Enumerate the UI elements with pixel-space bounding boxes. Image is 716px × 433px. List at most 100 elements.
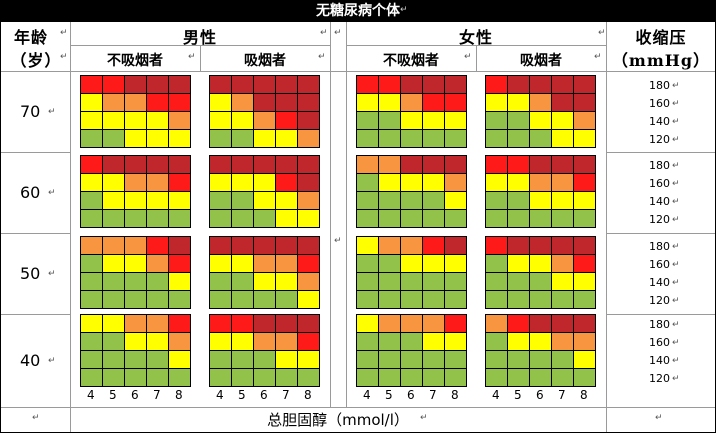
risk-cell [401, 130, 422, 147]
risk-cell [254, 237, 275, 254]
paragraph-mark: ↵ [655, 413, 663, 423]
risk-grid [80, 236, 191, 309]
risk-cell [357, 112, 378, 129]
risk-cell [169, 192, 190, 209]
risk-cell [298, 156, 319, 173]
risk-cell [379, 76, 400, 93]
risk-cell [379, 255, 400, 272]
cholesterol-tick: 8 [175, 388, 183, 402]
risk-cell [210, 130, 231, 147]
risk-cell [210, 273, 231, 290]
risk-cell [423, 76, 444, 93]
risk-cell [276, 94, 297, 111]
risk-cell [445, 273, 466, 290]
cholesterol-tick: 4 [216, 388, 224, 402]
cholesterol-tick: 5 [385, 388, 393, 402]
risk-cell [357, 369, 378, 386]
risk-cell [401, 237, 422, 254]
risk-cell [210, 333, 231, 350]
paragraph-mark: ↵ [48, 106, 56, 117]
risk-cell [147, 174, 168, 191]
risk-cell [530, 315, 551, 332]
risk-cell [147, 130, 168, 147]
divider [1, 233, 70, 234]
risk-cell [210, 291, 231, 308]
risk-cell [169, 273, 190, 290]
risk-cell [81, 351, 102, 368]
risk-cell [125, 192, 146, 209]
risk-cell [276, 333, 297, 350]
risk-cell [81, 130, 102, 147]
risk-cell [81, 291, 102, 308]
risk-cell [508, 369, 529, 386]
risk-cell [210, 174, 231, 191]
risk-cell [276, 174, 297, 191]
risk-cell [81, 174, 102, 191]
risk-cell [423, 291, 444, 308]
risk-cell [357, 94, 378, 111]
risk-cell [125, 210, 146, 227]
risk-cell [379, 369, 400, 386]
female-header: 女性 [458, 28, 493, 47]
risk-cell [169, 255, 190, 272]
risk-cell [169, 333, 190, 350]
divider [606, 152, 715, 153]
risk-cell [232, 369, 253, 386]
risk-cell [210, 369, 231, 386]
risk-cell [254, 76, 275, 93]
risk-cell [530, 333, 551, 350]
risk-cell [103, 333, 124, 350]
paragraph-mark: ↵ [672, 99, 680, 109]
age-header: 年龄 [14, 28, 49, 47]
risk-cell [379, 156, 400, 173]
divider [606, 314, 715, 315]
cholesterol-tick: 8 [451, 388, 459, 402]
risk-cell [298, 369, 319, 386]
risk-cell [423, 94, 444, 111]
risk-cell [298, 76, 319, 93]
risk-cell [379, 210, 400, 227]
risk-cell [103, 255, 124, 272]
risk-cell [103, 237, 124, 254]
cholesterol-tick: 7 [153, 388, 161, 402]
risk-grid [485, 314, 596, 387]
paragraph-mark: ↵ [672, 242, 680, 252]
bp-label: 160 [649, 97, 670, 110]
risk-cell [210, 255, 231, 272]
risk-cell [445, 174, 466, 191]
divider [476, 45, 477, 71]
risk-cell [357, 351, 378, 368]
cholesterol-tick: 5 [109, 388, 117, 402]
risk-cell [423, 255, 444, 272]
risk-cell [574, 333, 595, 350]
cholesterol-tick: 8 [580, 388, 588, 402]
risk-cell [486, 210, 507, 227]
risk-cell [276, 255, 297, 272]
risk-cell [232, 255, 253, 272]
paragraph-mark: ↵ [672, 260, 680, 270]
divider [200, 45, 201, 71]
risk-cell [486, 291, 507, 308]
risk-grid [356, 155, 467, 228]
risk-cell [254, 210, 275, 227]
risk-cell [125, 174, 146, 191]
risk-cell [298, 130, 319, 147]
risk-cell [445, 94, 466, 111]
risk-cell [254, 315, 275, 332]
risk-cell [401, 112, 422, 129]
risk-grid [485, 236, 596, 309]
risk-grid [485, 75, 596, 148]
risk-cell [81, 192, 102, 209]
divider [330, 22, 331, 407]
cholesterol-tick: 7 [558, 388, 566, 402]
bp-label: 120 [649, 133, 670, 146]
risk-cell [423, 210, 444, 227]
risk-cell [254, 174, 275, 191]
risk-cell [298, 333, 319, 350]
male-smoker-header: 吸烟者 [244, 53, 286, 69]
risk-cell [232, 351, 253, 368]
risk-cell [147, 237, 168, 254]
bp-label: 120 [649, 213, 670, 226]
risk-cell [357, 130, 378, 147]
risk-cell [169, 174, 190, 191]
